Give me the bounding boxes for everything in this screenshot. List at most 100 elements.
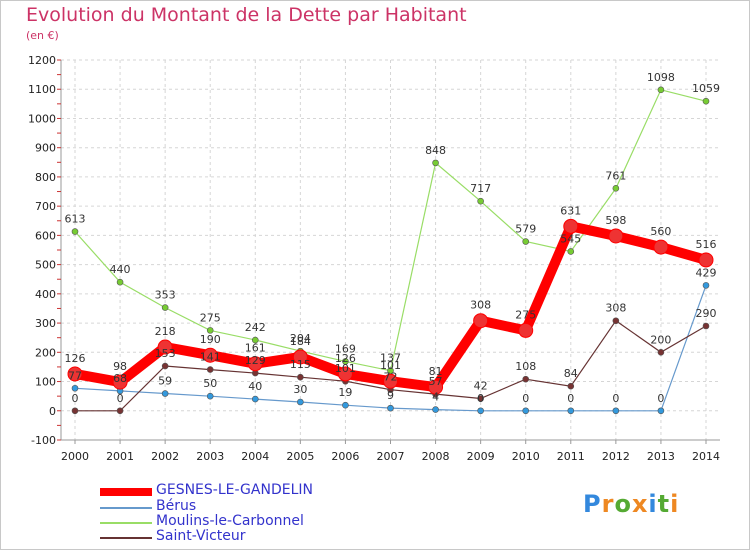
data-point bbox=[247, 356, 263, 372]
data-point bbox=[612, 407, 620, 415]
x-tick-label: 2004 bbox=[241, 450, 269, 463]
chart-unit: (en €) bbox=[26, 29, 59, 42]
x-tick-label: 2003 bbox=[196, 450, 224, 463]
data-label: 137 bbox=[380, 352, 401, 365]
data-label: 68 bbox=[113, 372, 127, 385]
logo-letter: i bbox=[670, 490, 680, 518]
y-tick-label: 500 bbox=[35, 259, 56, 272]
data-label: 613 bbox=[65, 213, 86, 226]
data-point bbox=[477, 407, 484, 415]
data-point bbox=[161, 390, 169, 397]
data-label: 108 bbox=[515, 360, 536, 373]
y-tick-label: 1000 bbox=[28, 112, 56, 125]
data-point bbox=[206, 366, 214, 373]
data-label: 190 bbox=[200, 333, 221, 346]
data-label: 141 bbox=[200, 351, 221, 364]
data-point bbox=[387, 404, 394, 412]
logo-letter: x bbox=[631, 490, 649, 518]
data-point bbox=[653, 239, 669, 255]
data-point bbox=[161, 304, 169, 311]
y-tick-label: 1100 bbox=[28, 83, 56, 96]
data-point bbox=[432, 159, 439, 167]
data-label: 440 bbox=[110, 263, 131, 276]
data-label: 0 bbox=[477, 392, 484, 405]
data-point bbox=[522, 375, 530, 383]
data-point bbox=[473, 313, 489, 329]
data-point bbox=[563, 218, 579, 234]
data-label: 1059 bbox=[692, 82, 720, 95]
data-label: 275 bbox=[515, 308, 536, 321]
data-label: 242 bbox=[245, 321, 266, 334]
y-tick-label: 1200 bbox=[28, 54, 56, 67]
y-tick-label: -100 bbox=[31, 434, 56, 447]
data-point bbox=[342, 358, 349, 365]
legend-swatch-gesnes bbox=[100, 488, 152, 496]
data-point bbox=[297, 398, 304, 406]
data-label: 115 bbox=[290, 358, 311, 371]
data-point bbox=[522, 407, 530, 415]
data-point bbox=[428, 379, 444, 395]
y-tick-label: 700 bbox=[35, 200, 56, 213]
data-point bbox=[567, 248, 575, 255]
data-point bbox=[567, 407, 575, 415]
logo-letter: P bbox=[583, 490, 602, 518]
proxiti-logo: Proxiti bbox=[583, 490, 679, 518]
data-label: 1098 bbox=[647, 71, 675, 84]
data-point bbox=[387, 367, 394, 375]
data-label: 308 bbox=[605, 302, 626, 315]
logo-letter: t bbox=[657, 490, 671, 518]
data-point bbox=[206, 327, 214, 334]
data-label: 184 bbox=[290, 335, 311, 348]
data-point bbox=[342, 401, 349, 409]
data-label: 129 bbox=[245, 354, 266, 367]
data-point bbox=[518, 322, 534, 338]
y-tick-label: 100 bbox=[35, 376, 56, 389]
data-point bbox=[71, 228, 79, 235]
x-tick-label: 2011 bbox=[557, 450, 585, 463]
x-tick-label: 2005 bbox=[286, 450, 314, 463]
data-label: 84 bbox=[564, 367, 578, 380]
x-tick-label: 2006 bbox=[331, 450, 359, 463]
y-tick-label: 900 bbox=[35, 142, 56, 155]
data-point bbox=[477, 395, 484, 402]
y-tick-label: 600 bbox=[35, 229, 56, 242]
logo-letter: r bbox=[601, 490, 615, 518]
data-label: 0 bbox=[72, 392, 79, 405]
legend-swatch-saint-victeur bbox=[100, 537, 152, 539]
y-tick-label: 0 bbox=[49, 405, 56, 418]
data-label: 516 bbox=[696, 238, 717, 251]
data-label: 848 bbox=[425, 144, 446, 157]
data-label: 50 bbox=[203, 377, 217, 390]
data-point bbox=[612, 317, 620, 325]
x-tick-label: 2013 bbox=[647, 450, 675, 463]
data-point bbox=[67, 366, 83, 382]
data-label: 101 bbox=[335, 362, 356, 375]
data-label: 429 bbox=[696, 266, 717, 279]
x-tick-label: 2000 bbox=[61, 450, 89, 463]
data-point bbox=[383, 373, 398, 389]
data-label: 101 bbox=[380, 359, 401, 372]
data-point bbox=[608, 228, 624, 244]
data-label: 4 bbox=[432, 391, 439, 404]
x-tick-label: 2014 bbox=[692, 450, 720, 463]
data-point bbox=[161, 362, 169, 370]
data-point bbox=[157, 339, 173, 355]
data-label: 353 bbox=[155, 289, 176, 302]
data-point bbox=[292, 349, 308, 365]
data-label: 0 bbox=[567, 392, 574, 405]
data-label: 598 bbox=[605, 214, 626, 227]
data-label: 308 bbox=[470, 299, 491, 312]
data-point bbox=[116, 407, 124, 415]
data-label: 126 bbox=[335, 352, 356, 365]
data-point bbox=[702, 322, 710, 330]
data-label: 153 bbox=[155, 347, 176, 360]
data-label: 72 bbox=[384, 371, 398, 384]
data-label: 545 bbox=[560, 232, 581, 245]
data-label: 169 bbox=[335, 342, 356, 355]
data-point bbox=[612, 185, 620, 192]
logo-letter: o bbox=[614, 490, 632, 518]
x-tick-label: 2008 bbox=[422, 450, 450, 463]
data-label: 19 bbox=[338, 386, 352, 399]
logo-letter: i bbox=[648, 490, 658, 518]
data-point bbox=[71, 384, 79, 392]
